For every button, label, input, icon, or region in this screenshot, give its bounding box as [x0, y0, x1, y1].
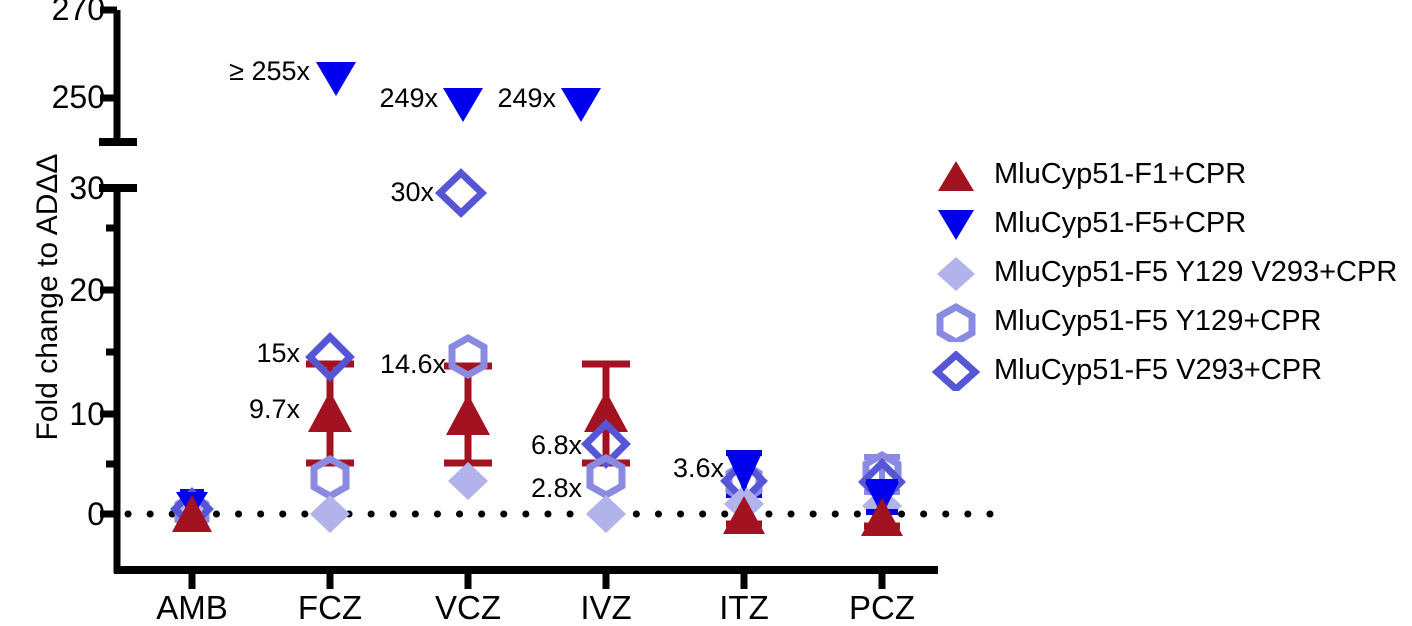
- marker-v293-vcz-upper: [434, 168, 488, 218]
- annotation-2.8x: 2.8x: [530, 473, 582, 503]
- y-tick-label-250: 250: [51, 79, 105, 115]
- legend-label-y129: MluCyp51-F5 Y129+CPR: [994, 305, 1322, 337]
- y-tick-label-10: 10: [69, 396, 105, 432]
- y-axis-upper-ticks: [100, 6, 117, 102]
- annotation-249x-vcz: 249x: [379, 83, 438, 113]
- annotation-9.7x: 9.7x: [248, 394, 300, 424]
- data-cluster-itz: [720, 450, 768, 534]
- annotation-6.8x: 6.8x: [530, 430, 582, 460]
- y-axis-lower-major-ticks: [100, 184, 117, 518]
- marker-f1-itz: [723, 496, 765, 534]
- annotation-30x: 30x: [390, 177, 434, 207]
- legend-label-v293: MluCyp51-F5 V293+CPR: [994, 354, 1323, 386]
- legend-item-y129v293: MluCyp51-F5 Y129 V293+CPR: [930, 248, 1397, 297]
- diamond-open-icon: [930, 350, 982, 391]
- triangle-down-icon: [930, 204, 982, 244]
- legend-item-f5: MluCyp51-F5+CPR: [930, 199, 1397, 248]
- marker-f5-itz: [726, 453, 762, 492]
- data-cluster-ivz: [581, 360, 631, 533]
- data-cluster-amb: [170, 487, 214, 533]
- marker-v293-ivz: [581, 419, 631, 469]
- marker-f1-ivz: [584, 391, 628, 432]
- x-tick-label-pcz: PCZ: [849, 589, 915, 626]
- legend-item-f1: MluCyp51-F1+CPR: [930, 150, 1397, 199]
- marker-f1-amb: [172, 495, 212, 532]
- legend-label-y129v293: MluCyp51-F5 Y129 V293+CPR: [994, 256, 1398, 288]
- legend: MluCyp51-F1+CPR MluCyp51-F5+CPR MluCyp51…: [930, 150, 1397, 395]
- marker-f1-pcz: [861, 498, 903, 536]
- triangle-up-icon: [930, 155, 982, 195]
- legend-item-v293: MluCyp51-F5 V293+CPR: [930, 346, 1397, 395]
- marker-y129v293-ivz: [586, 495, 626, 533]
- x-axis-ticks: [188, 570, 886, 589]
- annotation-14.6x: 14.6x: [379, 349, 446, 379]
- marker-y129v293-vcz: [448, 462, 488, 500]
- x-tick-label-itz: ITZ: [719, 589, 769, 626]
- annotation-249x-ivz: 249x: [497, 83, 556, 113]
- data-cluster-fcz: [305, 332, 355, 533]
- marker-f5-fcz-upper: [316, 62, 356, 96]
- marker-y129-vcz: [448, 333, 488, 380]
- marker-v293-fcz: [305, 332, 355, 382]
- annotation-3.6x: 3.6x: [672, 453, 724, 483]
- x-tick-label-ivz: IVZ: [580, 589, 632, 626]
- legend-label-f5: MluCyp51-F5+CPR: [994, 207, 1247, 239]
- hexagon-open-icon: [930, 302, 982, 342]
- diamond-filled-icon: [930, 253, 982, 293]
- x-tick-label-amb: AMB: [156, 589, 228, 626]
- data-cluster-pcz: [858, 450, 906, 536]
- annotation-15x: 15x: [256, 338, 300, 368]
- annotation-255x: ≥ 255x: [229, 56, 310, 86]
- y-axis-lower-minor-ticks: [106, 224, 117, 468]
- y-tick-label-20: 20: [69, 272, 105, 308]
- x-tick-label-vcz: VCZ: [435, 589, 501, 626]
- legend-label-f1: MluCyp51-F1+CPR: [994, 158, 1247, 190]
- x-tick-label-fcz: FCZ: [297, 589, 363, 626]
- marker-f1-fcz: [308, 391, 352, 432]
- data-cluster-vcz: [444, 333, 492, 500]
- marker-f5-vcz-upper: [443, 88, 483, 122]
- marker-f1-vcz: [446, 394, 490, 435]
- y-tick-label-270: 270: [51, 0, 105, 27]
- marker-f5-ivz-upper: [561, 88, 601, 122]
- y-tick-label-0: 0: [87, 496, 105, 532]
- legend-item-y129: MluCyp51-F5 Y129+CPR: [930, 297, 1397, 346]
- marker-y129v293-fcz: [310, 495, 350, 533]
